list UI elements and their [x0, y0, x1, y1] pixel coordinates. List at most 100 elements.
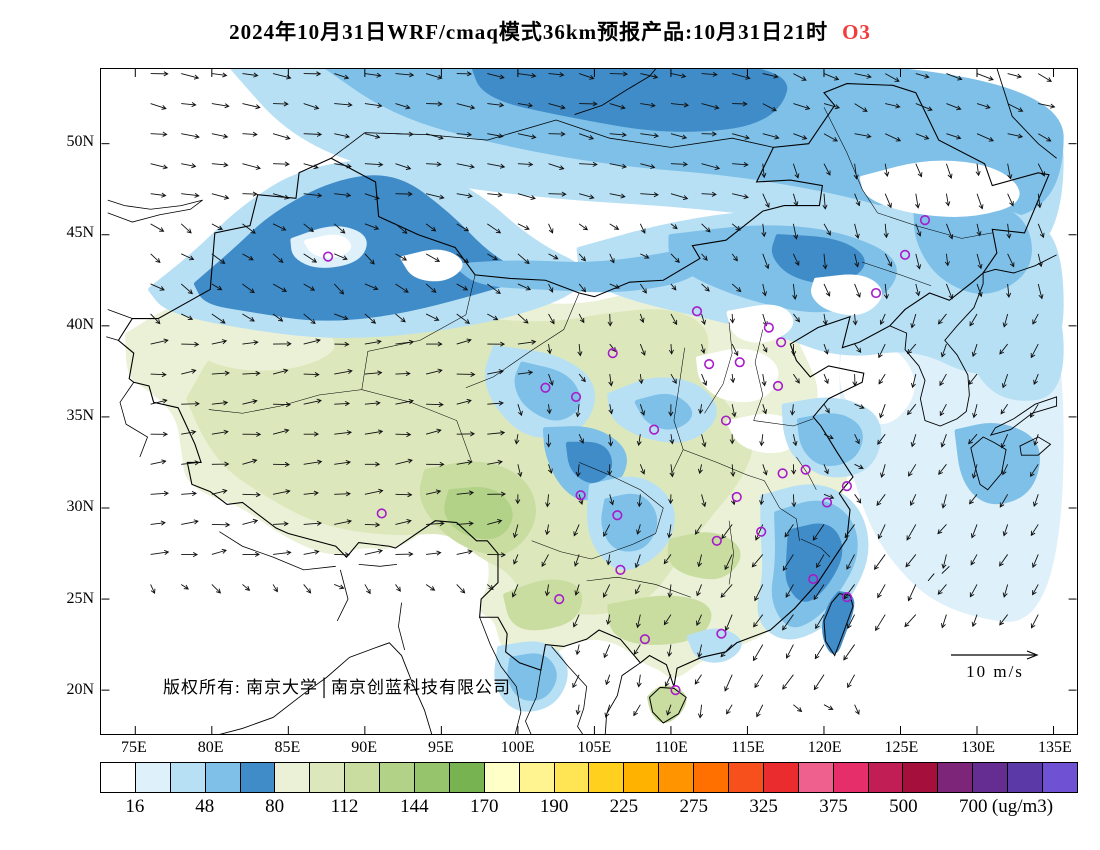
- province-border: [764, 480, 800, 541]
- field-region: [811, 274, 882, 316]
- wind-vector: [1032, 313, 1039, 325]
- wind-vector: [609, 253, 615, 264]
- wind-vector: [609, 494, 615, 506]
- wind-vector: [823, 403, 830, 414]
- wind-vector: [910, 373, 917, 389]
- wind-vector: [602, 584, 611, 598]
- wind-vector: [548, 223, 554, 234]
- wind-vector: [1032, 554, 1039, 569]
- wind-vector: [487, 192, 503, 198]
- wind-vector: [697, 554, 703, 568]
- wind-vector: [425, 283, 437, 293]
- wind-vector: [670, 283, 677, 291]
- wind-vector: [578, 73, 595, 80]
- wind-vector: [785, 644, 794, 659]
- wind-vector: [946, 283, 954, 300]
- city-marker: [734, 357, 745, 368]
- wind-vector: [844, 524, 855, 539]
- wind-vector: [334, 400, 351, 407]
- wind-vector: [636, 434, 642, 447]
- wind-vector: [823, 493, 835, 500]
- wind-vector: [1007, 163, 1013, 180]
- city-marker: [756, 526, 767, 537]
- wind-vector: [701, 373, 708, 387]
- wind-vector: [456, 193, 473, 199]
- colorbar-tick-label: 170: [469, 796, 499, 817]
- wind-vector: [970, 524, 978, 539]
- colorbar-tick-label: 325: [749, 796, 778, 817]
- wind-vector: [640, 192, 659, 198]
- wind-vector: [823, 283, 831, 297]
- wind-vector: [150, 283, 165, 291]
- wind-vector: [242, 253, 254, 261]
- province-border: [586, 576, 691, 598]
- wind-vector: [884, 73, 900, 82]
- wind-vector: [854, 434, 860, 445]
- wind-vector: [517, 253, 530, 265]
- wind-vector: [572, 614, 580, 628]
- wind-vector: [670, 253, 680, 263]
- wind-vector: [395, 163, 412, 170]
- city-marker: [704, 359, 715, 370]
- wind-vector: [364, 162, 384, 168]
- wind-vector: [701, 283, 710, 292]
- wind-vector: [639, 464, 646, 475]
- colorbar-cell: [798, 763, 834, 792]
- wind-vector: [426, 461, 445, 467]
- wind-vector: [854, 73, 872, 79]
- wind-vector: [822, 193, 828, 210]
- lon-tick-label: 135E: [1038, 739, 1072, 756]
- wind-vector: [364, 193, 380, 200]
- wind-vector: [884, 253, 892, 268]
- wind-vector: [181, 133, 200, 139]
- wind-vector: [426, 341, 443, 347]
- wind-vector: [242, 103, 261, 110]
- wind-vector: [242, 72, 259, 78]
- lake-balkhash-shore: [107, 199, 203, 223]
- wind-vector: [364, 429, 384, 435]
- wind-vector: [426, 550, 442, 556]
- wind-vector: [364, 584, 371, 595]
- colorbar-cell: [170, 763, 206, 792]
- wind-vector: [425, 584, 436, 591]
- okinawa-islet-1: [941, 565, 950, 574]
- wind-vector: [1002, 313, 1009, 328]
- wind-vector: [670, 161, 689, 167]
- wind-vector: [759, 434, 765, 447]
- wind-vector: [150, 71, 169, 77]
- city-marker: [763, 322, 774, 333]
- wind-vector: [364, 370, 383, 376]
- field-region: [507, 653, 557, 701]
- wind-vector: [762, 193, 770, 209]
- wind-vector: [456, 549, 473, 555]
- wind-vector: [823, 73, 840, 81]
- wind-vector: [785, 584, 794, 598]
- wind-vector: [698, 404, 704, 415]
- wind-vector: [303, 192, 323, 198]
- wind-vector: [487, 283, 501, 294]
- wind-vector: [971, 343, 978, 358]
- wind-vector: [946, 133, 962, 140]
- wind-vector: [150, 520, 166, 526]
- wind-vector: [181, 368, 197, 375]
- wind-vector: [782, 614, 794, 631]
- title-pollutant: O3: [842, 20, 871, 44]
- wind-vector: [150, 253, 161, 264]
- wind-vector: [793, 373, 800, 384]
- wind-vector: [242, 191, 258, 197]
- wind-vector: [487, 223, 502, 234]
- wind-vector: [272, 428, 290, 435]
- wind-vector: [211, 584, 222, 594]
- wind-vector: [605, 674, 611, 686]
- province-border: [753, 329, 764, 421]
- wind-vector: [1002, 464, 1009, 476]
- wind-vector: [853, 163, 859, 180]
- wind-vector: [793, 133, 808, 140]
- wind-vector: [823, 103, 841, 110]
- wind-vector: [606, 554, 612, 566]
- wind-vector: [1038, 133, 1052, 142]
- city-marker: [772, 380, 784, 392]
- wind-vector: [756, 704, 764, 718]
- wind-vector: [670, 313, 678, 326]
- wind-vector: [762, 73, 779, 79]
